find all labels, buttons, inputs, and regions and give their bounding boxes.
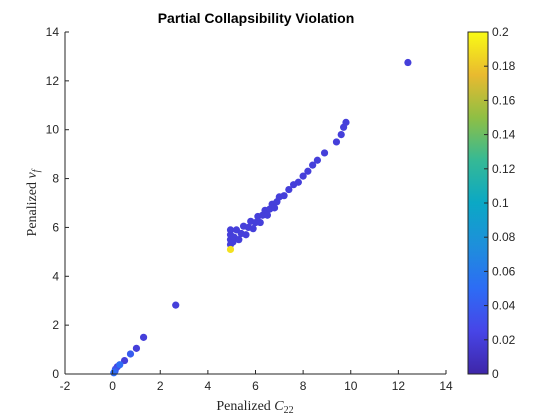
axes-background bbox=[65, 32, 446, 374]
data-point bbox=[285, 185, 293, 194]
colorbar-tick-label: 0 bbox=[492, 367, 499, 381]
x-ticks: -2 0 2 4 6 8 10 12 14 bbox=[60, 370, 453, 393]
colorbar-tick-label: 0.06 bbox=[492, 264, 516, 278]
y-tick-label: 8 bbox=[52, 172, 59, 186]
data-point bbox=[235, 236, 243, 244]
colorbar-tick-label: 0.2 bbox=[492, 25, 509, 39]
data-point bbox=[116, 361, 124, 369]
x-tick-label: 12 bbox=[392, 379, 406, 393]
y-tick-label: 12 bbox=[46, 74, 60, 88]
x-axis-label: Penalized C22 bbox=[216, 399, 293, 416]
data-point bbox=[404, 58, 412, 67]
data-point bbox=[313, 156, 322, 164]
data-point bbox=[226, 226, 235, 234]
colorbar-tick-label: 0.1 bbox=[492, 196, 509, 210]
y-axis-label: Penalized vf bbox=[25, 168, 42, 236]
y-tick-label: 4 bbox=[52, 269, 59, 283]
data-point bbox=[294, 178, 302, 186]
colorbar-tick-label: 0.02 bbox=[492, 333, 516, 347]
data-point bbox=[249, 225, 257, 233]
colorbar-tick-label: 0.08 bbox=[492, 230, 516, 244]
x-tick-label: -2 bbox=[60, 379, 71, 393]
y-tick-label: 6 bbox=[52, 220, 59, 234]
colorbar-tick-label: 0.16 bbox=[492, 93, 516, 107]
y-tick-label: 14 bbox=[46, 25, 60, 39]
colorbar-tick-label: 0.18 bbox=[492, 59, 516, 73]
x-tick-label: 0 bbox=[109, 379, 116, 393]
data-point bbox=[299, 172, 307, 180]
data-point bbox=[120, 356, 129, 365]
y-tick-label: 2 bbox=[52, 318, 59, 332]
data-point bbox=[320, 149, 329, 157]
data-point bbox=[126, 350, 135, 358]
y-tick-label: 0 bbox=[52, 367, 59, 381]
y-tick-label: 10 bbox=[46, 123, 60, 137]
colorbar-ticks: 0 0.02 0.04 0.06 0.08 0.1 0.12 0.14 0.16 0.18 0.2 bbox=[484, 25, 516, 381]
points-layer bbox=[110, 58, 412, 377]
x-tick-label: 6 bbox=[252, 379, 259, 393]
data-point bbox=[337, 131, 345, 139]
data-point bbox=[280, 192, 288, 200]
data-point bbox=[263, 211, 272, 219]
x-tick-label: 10 bbox=[344, 379, 358, 393]
data-point bbox=[256, 218, 264, 227]
y-ticks: 0 2 4 6 8 10 12 14 bbox=[46, 25, 69, 381]
data-point bbox=[309, 161, 317, 169]
data-point bbox=[172, 301, 180, 309]
colorbar-tick-label: 0.04 bbox=[492, 299, 516, 313]
data-point bbox=[242, 231, 250, 239]
data-point bbox=[342, 118, 350, 126]
data-point bbox=[304, 167, 312, 175]
data-point bbox=[139, 333, 148, 341]
colorbar-tick-label: 0.14 bbox=[492, 128, 516, 142]
x-tick-label: 4 bbox=[205, 379, 212, 393]
colorbar: 0 0.02 0.04 0.06 0.08 0.1 0.12 0.14 0.16 0.18 0.2 bbox=[467, 25, 516, 381]
x-tick-label: 14 bbox=[439, 379, 453, 393]
data-point bbox=[332, 138, 341, 146]
data-point bbox=[226, 245, 235, 254]
chart-title: Partial Collapsibility Violation bbox=[158, 10, 355, 26]
colorbar-tick-label: 0.12 bbox=[492, 162, 516, 176]
data-point bbox=[132, 344, 141, 352]
x-tick-label: 2 bbox=[157, 379, 164, 393]
x-tick-label: 8 bbox=[300, 379, 307, 393]
data-point bbox=[110, 369, 118, 377]
data-point bbox=[270, 204, 279, 212]
